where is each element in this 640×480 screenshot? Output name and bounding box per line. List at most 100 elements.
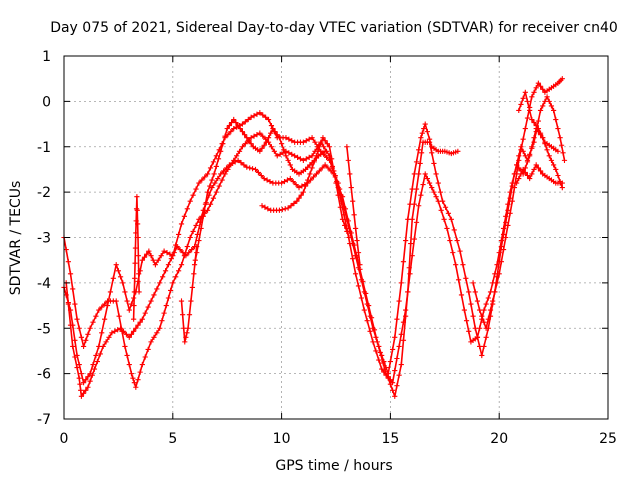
data-point bbox=[176, 268, 182, 274]
data-point bbox=[194, 243, 200, 250]
data-point bbox=[392, 393, 398, 399]
data-point bbox=[213, 153, 219, 159]
data-point bbox=[400, 319, 407, 325]
data-point bbox=[96, 307, 102, 313]
data-point bbox=[298, 192, 304, 198]
data-point bbox=[457, 248, 463, 254]
data-point bbox=[136, 271, 142, 277]
data-point bbox=[78, 334, 85, 340]
data-point bbox=[135, 322, 141, 328]
data-point bbox=[133, 230, 139, 236]
data-point bbox=[514, 180, 520, 186]
data-point bbox=[474, 298, 481, 304]
data-point bbox=[531, 119, 537, 126]
data-point bbox=[551, 107, 557, 114]
data-point bbox=[544, 147, 550, 153]
data-point bbox=[413, 186, 420, 192]
data-point bbox=[215, 156, 222, 162]
data-point bbox=[429, 184, 435, 191]
data-point bbox=[371, 327, 378, 333]
data-point bbox=[435, 198, 441, 204]
data-point bbox=[289, 151, 295, 157]
data-point bbox=[422, 121, 428, 127]
data-point bbox=[531, 166, 537, 173]
data-point bbox=[498, 237, 504, 244]
data-point bbox=[477, 343, 483, 349]
data-point bbox=[466, 328, 472, 334]
data-point bbox=[331, 168, 337, 174]
data-point bbox=[463, 318, 470, 324]
data-point bbox=[347, 171, 353, 177]
data-point bbox=[182, 339, 188, 345]
data-point bbox=[373, 348, 379, 354]
x-tick-label: 0 bbox=[60, 431, 69, 447]
data-point bbox=[76, 375, 82, 381]
data-point bbox=[183, 334, 189, 340]
data-point bbox=[139, 361, 145, 368]
data-point bbox=[244, 164, 250, 170]
data-point bbox=[186, 312, 193, 318]
data-point bbox=[184, 330, 190, 336]
data-point bbox=[246, 138, 252, 144]
data-point bbox=[219, 177, 225, 183]
data-point bbox=[72, 354, 78, 360]
data-point bbox=[255, 169, 261, 176]
data-point bbox=[407, 271, 413, 277]
data-point bbox=[342, 222, 348, 228]
data-point bbox=[94, 358, 100, 365]
y-tick-label: -5 bbox=[37, 321, 51, 337]
data-point bbox=[142, 310, 148, 316]
data-point bbox=[387, 377, 393, 383]
data-point bbox=[72, 337, 78, 343]
data-point bbox=[80, 380, 87, 386]
data-point bbox=[279, 206, 285, 213]
data-point bbox=[483, 334, 489, 340]
data-point bbox=[137, 369, 143, 375]
data-point bbox=[251, 133, 257, 139]
data-point bbox=[80, 390, 87, 396]
data-point bbox=[122, 289, 128, 295]
data-point bbox=[193, 186, 199, 192]
data-point bbox=[85, 384, 91, 390]
data-point bbox=[447, 237, 453, 244]
data-point bbox=[144, 251, 150, 257]
data-point bbox=[70, 286, 76, 292]
data-point bbox=[124, 298, 130, 304]
data-point bbox=[288, 203, 294, 209]
data-point bbox=[379, 366, 385, 372]
data-point bbox=[263, 139, 269, 145]
data-point bbox=[100, 343, 106, 349]
data-point bbox=[150, 257, 156, 263]
data-point bbox=[367, 328, 373, 334]
data-point bbox=[470, 280, 476, 286]
data-point bbox=[133, 384, 139, 390]
data-point bbox=[529, 144, 535, 150]
data-point bbox=[496, 271, 502, 277]
data-point bbox=[184, 206, 190, 212]
data-point bbox=[229, 160, 235, 166]
y-tick-label: -7 bbox=[37, 412, 51, 428]
data-point bbox=[529, 116, 535, 123]
data-point bbox=[237, 126, 243, 132]
data-point bbox=[281, 178, 288, 185]
data-point bbox=[474, 334, 481, 340]
data-point bbox=[396, 343, 402, 349]
data-point bbox=[191, 271, 197, 277]
data-point bbox=[87, 378, 93, 384]
data-point bbox=[435, 180, 441, 186]
data-point bbox=[503, 213, 509, 219]
data-point bbox=[106, 334, 112, 340]
data-point bbox=[167, 251, 173, 257]
data-point bbox=[151, 292, 157, 298]
data-point bbox=[408, 240, 414, 247]
data-point bbox=[132, 245, 139, 251]
data-point bbox=[540, 103, 546, 109]
data-point bbox=[507, 210, 513, 216]
data-point bbox=[394, 355, 400, 362]
data-point bbox=[348, 184, 354, 191]
data-point bbox=[418, 135, 424, 141]
data-point bbox=[387, 358, 393, 365]
data-point bbox=[307, 171, 313, 177]
data-point bbox=[239, 121, 246, 127]
data-point bbox=[444, 225, 450, 232]
